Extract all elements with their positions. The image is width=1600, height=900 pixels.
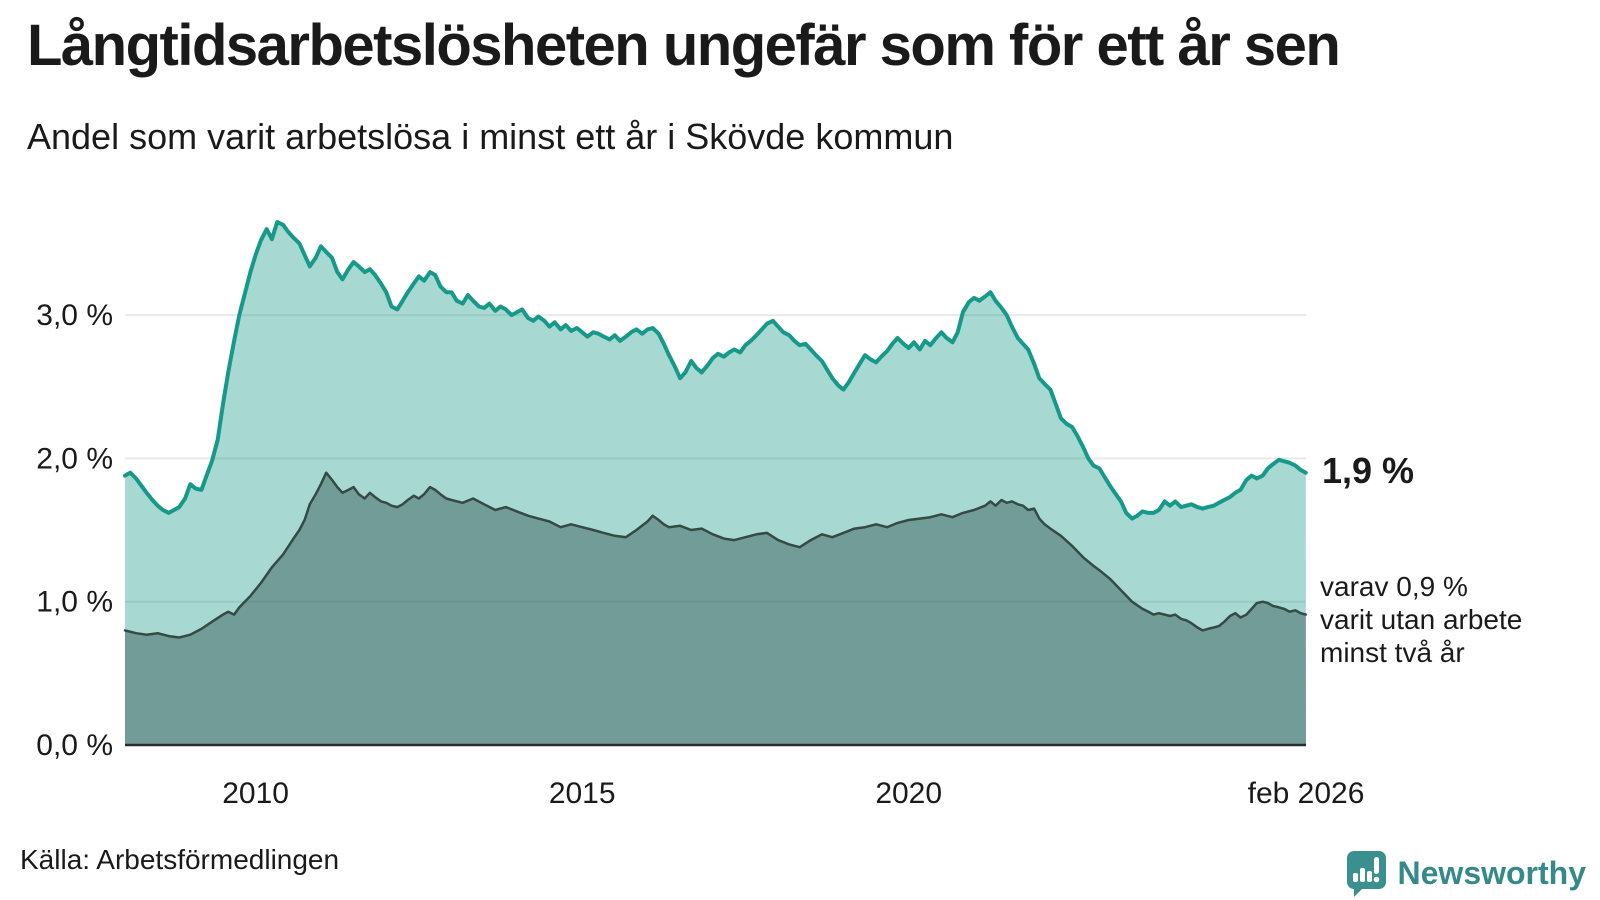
- annotation-line: minst två år: [1320, 637, 1465, 668]
- annotation-line: varav 0,9 %: [1320, 571, 1468, 602]
- sub-series-annotation: varav 0,9 % varit utan arbete minst två …: [1320, 570, 1522, 669]
- y-tick-label: 0,0 %: [36, 729, 113, 762]
- x-tick-label: feb 2026: [1248, 777, 1365, 810]
- line-series-2: [123, 471, 1308, 639]
- brand-name: Newsworthy: [1397, 854, 1586, 891]
- line-series-1: [123, 220, 1308, 521]
- area-fill-series-2: [125, 472, 1306, 745]
- x-tick-label: 2015: [549, 777, 616, 810]
- logo-bar-icon: [1359, 868, 1365, 882]
- x-tick-label: 2010: [222, 777, 289, 810]
- latest-value-label: 1,9 %: [1322, 450, 1415, 491]
- page-subtitle: Andel som varit arbetslösa i minst ett å…: [27, 116, 954, 157]
- y-tick-label: 1,0 %: [36, 586, 113, 619]
- y-tick-label: 2,0 %: [36, 442, 113, 475]
- annotation-line: varit utan arbete: [1320, 604, 1523, 635]
- page-title: Långtidsarbetslösheten ungefär som för e…: [27, 13, 1341, 78]
- logo-bar-icon: [1352, 873, 1358, 882]
- logo-bar-icon: [1366, 871, 1372, 882]
- x-tick-label: 2020: [875, 777, 942, 810]
- newsworthy-logo-icon: [1346, 851, 1386, 897]
- source-credit: Källa: Arbetsförmedlingen: [20, 844, 340, 875]
- newsworthy-branding: Newsworthy: [1344, 846, 1586, 900]
- logo-exclamation-icon: [1373, 857, 1379, 874]
- logo-exclamation-dot-icon: [1373, 876, 1379, 883]
- y-tick-label: 3,0 %: [36, 299, 113, 332]
- area-fill-series-1: [125, 222, 1306, 745]
